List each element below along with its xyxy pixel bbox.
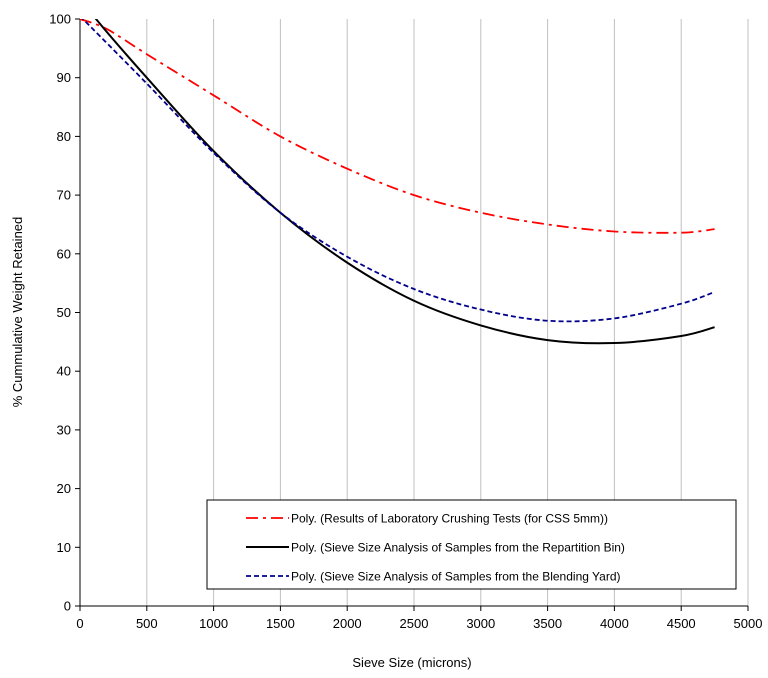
x-axis-label: Sieve Size (microns) [352,655,471,670]
y-tick-label: 10 [57,540,71,555]
y-tick-label: 20 [57,481,71,496]
x-tick-label: 1500 [266,616,295,631]
x-tick-label: 500 [136,616,158,631]
grid-lines [146,19,749,606]
legend-label-3: Poly. (Sieve Size Analysis of Samples fr… [291,570,621,584]
y-tick-label: 70 [57,188,71,203]
y-tick-label: 40 [57,364,71,379]
x-tick-label: 4000 [600,616,629,631]
x-tick-label: 5000 [734,616,763,631]
axes [75,18,749,611]
x-tick-label: 4500 [667,616,696,631]
legend-label-2: Poly. (Sieve Size Analysis of Samples fr… [291,541,625,555]
y-tick-label: 100 [49,12,71,27]
y-tick-label: 30 [57,422,71,437]
y-tick-label: 90 [57,70,71,85]
legend: Poly. (Results of Laboratory Crushing Te… [206,499,737,590]
legend-label-1: Poly. (Results of Laboratory Crushing Te… [291,512,608,526]
y-tick-label: 0 [64,599,71,614]
x-tick-label: 1000 [199,616,228,631]
x-tick-label: 3500 [533,616,562,631]
y-tick-label: 50 [57,305,71,320]
y-tick-label: 60 [57,246,71,261]
y-tick-label: 80 [57,129,71,144]
series-lines [80,19,715,345]
y-axis-label: % Cummulative Weight Retained [10,217,25,408]
legend-box [206,499,737,590]
x-tick-label: 0 [76,616,83,631]
x-tick-label: 3000 [466,616,495,631]
x-tick-label: 2000 [333,616,362,631]
series-line-1 [80,19,715,234]
x-tick-label: 2500 [400,616,429,631]
series-line-2 [94,19,715,345]
series-line-3 [81,19,715,323]
